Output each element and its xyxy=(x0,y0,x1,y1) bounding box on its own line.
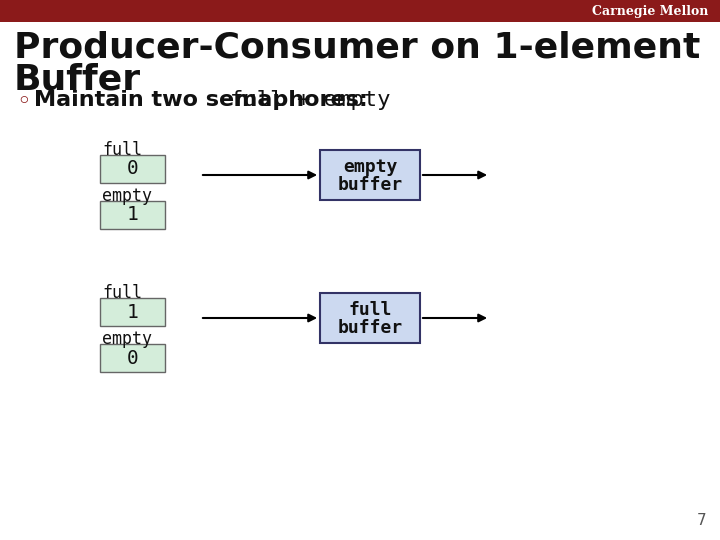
Text: ◦: ◦ xyxy=(16,90,31,114)
Bar xyxy=(0,0,720,22)
Text: buffer: buffer xyxy=(338,319,402,337)
Bar xyxy=(320,293,420,343)
Text: 1: 1 xyxy=(127,206,138,225)
Text: Maintain two semaphores:: Maintain two semaphores: xyxy=(34,90,376,110)
Text: 1: 1 xyxy=(127,302,138,321)
Text: empty: empty xyxy=(102,330,152,348)
Bar xyxy=(100,344,165,372)
Bar xyxy=(100,155,165,183)
Text: Buffer: Buffer xyxy=(14,62,141,96)
Text: empty: empty xyxy=(343,158,397,176)
Text: full + empty: full + empty xyxy=(230,90,390,110)
Text: 0: 0 xyxy=(127,348,138,368)
Bar xyxy=(100,201,165,229)
Text: 7: 7 xyxy=(696,513,706,528)
Text: full: full xyxy=(102,141,142,159)
Text: 0: 0 xyxy=(127,159,138,179)
Text: buffer: buffer xyxy=(338,176,402,194)
Text: full: full xyxy=(102,284,142,302)
Bar xyxy=(100,298,165,326)
Text: Carnegie Mellon: Carnegie Mellon xyxy=(592,4,708,17)
Text: Producer-Consumer on 1-element: Producer-Consumer on 1-element xyxy=(14,30,701,64)
Text: empty: empty xyxy=(102,187,152,205)
Text: full: full xyxy=(348,301,392,319)
Bar xyxy=(320,150,420,200)
